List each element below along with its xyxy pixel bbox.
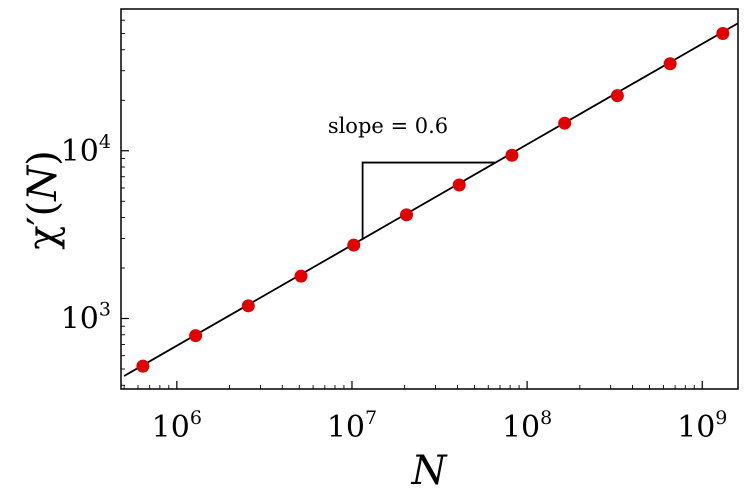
x-tick-label-2: 108 [502, 407, 552, 445]
data-point-1 [189, 329, 203, 343]
data-point-0 [136, 359, 150, 373]
data-point-11 [716, 27, 730, 41]
y-axis-label: χ′(N) [20, 150, 66, 250]
slope-annotation: slope = 0.6 [328, 114, 448, 138]
fit-line [123, 22, 739, 377]
x-tick-label-3: 109 [677, 407, 727, 445]
y-tick-label-0: 103 [61, 299, 111, 337]
data-point-6 [452, 178, 466, 192]
slope-triangle [361, 161, 496, 239]
y-axis-label-var: N [20, 164, 66, 202]
data-point-4 [347, 238, 361, 252]
x-axis-label: N [411, 448, 449, 494]
data-point-5 [399, 208, 413, 222]
data-point-8 [558, 116, 572, 130]
x-tick-label-1: 107 [327, 407, 377, 445]
slope-triangle-layer [361, 161, 496, 239]
data-point-2 [241, 299, 255, 313]
y-tick-label-1: 104 [61, 131, 111, 169]
data-point-9 [610, 89, 624, 103]
x-tick-label-0: 106 [152, 407, 202, 445]
data-point-7 [505, 148, 519, 162]
points-layer [136, 27, 730, 373]
fit-line-layer [123, 22, 739, 377]
plot-frame [120, 8, 739, 390]
data-point-10 [663, 57, 677, 71]
data-point-3 [294, 269, 308, 283]
ticks-layer: 106 107 108 109 103 104 [61, 8, 727, 445]
y-axis-label-base: χ′( [20, 201, 66, 250]
y-axis-label-close: ) [20, 150, 66, 166]
